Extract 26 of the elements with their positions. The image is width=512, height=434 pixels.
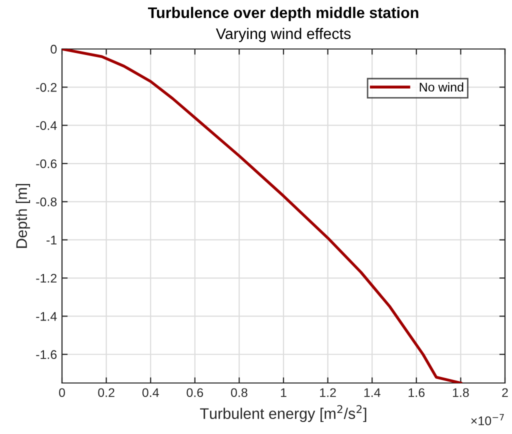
y-tick-label: -0.6 (36, 159, 57, 168)
y-tick-label: -0.8 (36, 197, 57, 206)
x-tick-label: 1.8 (452, 388, 469, 398)
x-axis-title: Turbulent energy [m$^{2}$/s$^{2}$] (200, 405, 366, 422)
chart-subtitle: Varying wind effects (216, 28, 351, 42)
y-tick-label: -0.4 (36, 121, 57, 130)
chart-title: Turbulence over depth middle station (148, 6, 418, 22)
legend-label: No wind (420, 82, 464, 92)
x-tick-label: 1.2 (320, 388, 336, 397)
y-tick-label: -1.6 (36, 350, 57, 360)
x-tick-label: 2 (502, 388, 508, 397)
x-tick-label: 0 (59, 388, 65, 398)
y-tick-label: -1 (46, 236, 57, 244)
x-tick-label: 0.4 (142, 388, 159, 398)
x-tick-label: 0.2 (98, 388, 114, 398)
y-tick-label: -1.4 (36, 312, 57, 321)
y-axis-title: Depth [m] (16, 184, 30, 248)
y-tick-label: 0 (50, 44, 57, 54)
x-tick-label: 1.6 (408, 388, 425, 398)
x-tick-label: 0.6 (186, 388, 204, 398)
y-tick-label: -1.2 (36, 274, 57, 283)
text: ×10$^{−7}$ (471, 414, 504, 426)
x-tick-label: 1.4 (364, 388, 380, 397)
x-tick-label: 1 (280, 388, 286, 397)
x-tick-label: 0.8 (231, 388, 248, 398)
y-tick-label: -0.2 (36, 82, 57, 92)
